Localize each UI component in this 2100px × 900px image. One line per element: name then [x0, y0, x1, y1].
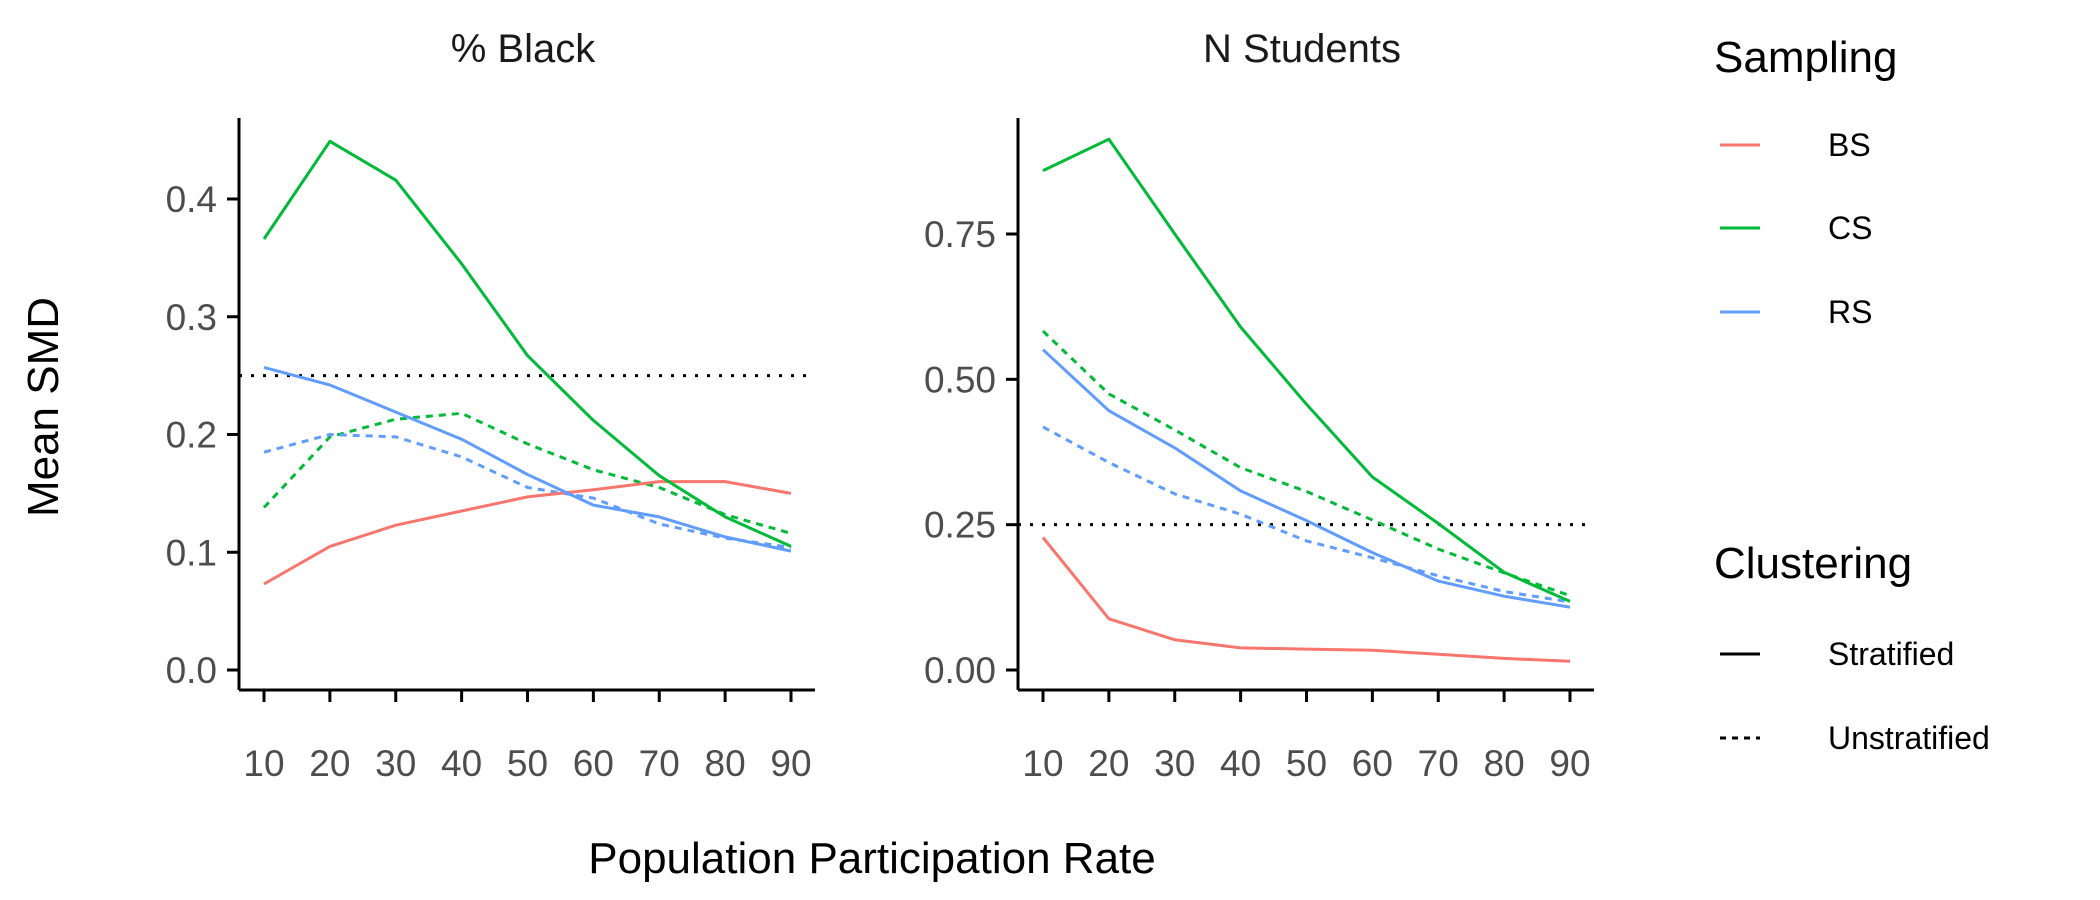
- x-tick-label-n-students: 50: [1286, 743, 1327, 784]
- x-tick-label-pct-black: 70: [639, 743, 680, 784]
- x-tick-label-n-students: 60: [1352, 743, 1393, 784]
- facet-title-pct-black: % Black: [451, 27, 596, 71]
- series-line-cs-unstratified-n-students: [1041, 330, 1571, 598]
- x-tick-label-n-students: 20: [1088, 743, 1129, 784]
- series-line-bs-stratified-n-students: [1041, 536, 1571, 663]
- legend-label-cs: CS: [1828, 210, 1872, 246]
- x-tick-label-n-students: 40: [1220, 743, 1261, 784]
- series-line-cs-stratified-pct-black: [262, 139, 792, 548]
- series-line-cs-unstratified-pct-black: [262, 411, 792, 535]
- x-tick-label-pct-black: 60: [573, 743, 614, 784]
- x-tick-label-pct-black: 40: [441, 743, 482, 784]
- x-tick-label-pct-black: 50: [507, 743, 548, 784]
- series-line-rs-stratified-pct-black: [263, 365, 792, 553]
- x-tick-label-pct-black: 20: [309, 743, 350, 784]
- panel-pct-black: 0.0 0.1 0.2 0.3 0.4 10 20 30 40 50 60 70 80 90: [166, 118, 815, 784]
- y-tick-label-pct-black: 0.3: [166, 297, 217, 338]
- y-tick-label-pct-black: 0.2: [166, 415, 217, 456]
- legend-sampling: Sampling BS CS RS: [1714, 33, 1897, 330]
- legend-label-rs: RS: [1828, 294, 1872, 330]
- panel-n-students: 0.00 0.25 0.50 0.75 10 20 30 40 50 60 70 80 90: [924, 118, 1594, 784]
- series-line-bs-stratified-pct-black: [263, 480, 792, 586]
- legend-clustering-title: Clustering: [1714, 539, 1912, 588]
- x-tick-label-pct-black: 30: [375, 743, 416, 784]
- y-tick-label-n-students: 0.00: [924, 650, 996, 691]
- y-tick-label-n-students: 0.25: [924, 505, 996, 546]
- x-tick-label-n-students: 30: [1154, 743, 1195, 784]
- x-tick-label-n-students: 80: [1484, 743, 1525, 784]
- facet-title-n-students: N Students: [1203, 27, 1401, 71]
- y-tick-label-pct-black: 0.0: [166, 650, 217, 691]
- x-tick-label-pct-black: 80: [705, 743, 746, 784]
- series-line-rs-stratified-n-students: [1041, 348, 1571, 609]
- legend-label-stratified: Stratified: [1828, 636, 1954, 672]
- series-line-rs-unstratified-pct-black: [263, 433, 792, 549]
- x-tick-label-n-students: 10: [1022, 743, 1063, 784]
- x-tick-label-n-students: 70: [1418, 743, 1459, 784]
- y-tick-label-n-students: 0.75: [924, 214, 996, 255]
- y-axis-title: Mean SMD: [19, 297, 68, 517]
- legend-clustering: Clustering Stratified Unstratified: [1714, 539, 1990, 756]
- series-line-cs-stratified-n-students: [1042, 137, 1571, 603]
- legend-label-bs: BS: [1828, 127, 1871, 163]
- y-tick-label-pct-black: 0.4: [166, 179, 217, 220]
- y-tick-label-pct-black: 0.1: [166, 532, 217, 573]
- y-tick-label-n-students: 0.50: [924, 359, 996, 400]
- x-tick-label-pct-black: 10: [243, 743, 284, 784]
- series-line-rs-unstratified-n-students: [1042, 425, 1571, 604]
- legend-sampling-title: Sampling: [1714, 33, 1897, 82]
- x-tick-label-pct-black: 90: [770, 743, 811, 784]
- legend-label-unstratified: Unstratified: [1828, 720, 1990, 756]
- x-tick-label-n-students: 90: [1549, 743, 1590, 784]
- x-axis-title: Population Participation Rate: [588, 834, 1155, 883]
